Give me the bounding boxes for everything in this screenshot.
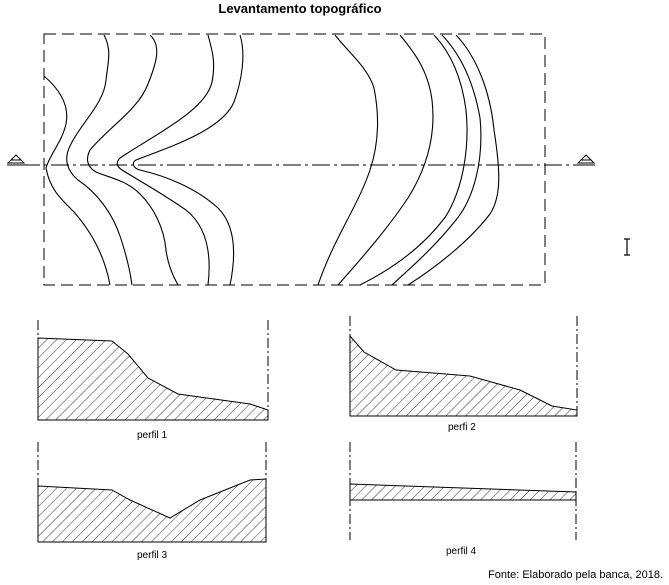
contour-line [116, 34, 215, 286]
contour-line [391, 34, 482, 286]
contour-line [132, 34, 244, 286]
map-frame [43, 33, 546, 286]
contour-line [407, 34, 500, 286]
profile-2-caption: perfi 2 [448, 422, 476, 433]
profile-4-caption: perfil 4 [446, 546, 477, 557]
profile-3 [37, 442, 267, 544]
profile-1-caption: perfil 1 [137, 430, 168, 441]
section-marker-icon [576, 154, 596, 166]
text-cursor-icon [624, 238, 630, 256]
contour-line [337, 34, 434, 286]
contour-line [317, 34, 379, 286]
diagram-title: Levantamento topográfico [218, 1, 382, 16]
contour-line [66, 34, 133, 286]
profile-2 [349, 316, 578, 418]
contour-line [86, 34, 179, 286]
source-credit: Fonte: Elaborado pela banca, 2018. [488, 569, 663, 581]
section-marker-icon [6, 154, 26, 166]
contour-line [43, 75, 111, 286]
profile-3-caption: perfil 3 [137, 550, 168, 561]
contour-line [359, 34, 468, 286]
profile-1 [37, 320, 269, 422]
profile-4 [349, 442, 577, 540]
